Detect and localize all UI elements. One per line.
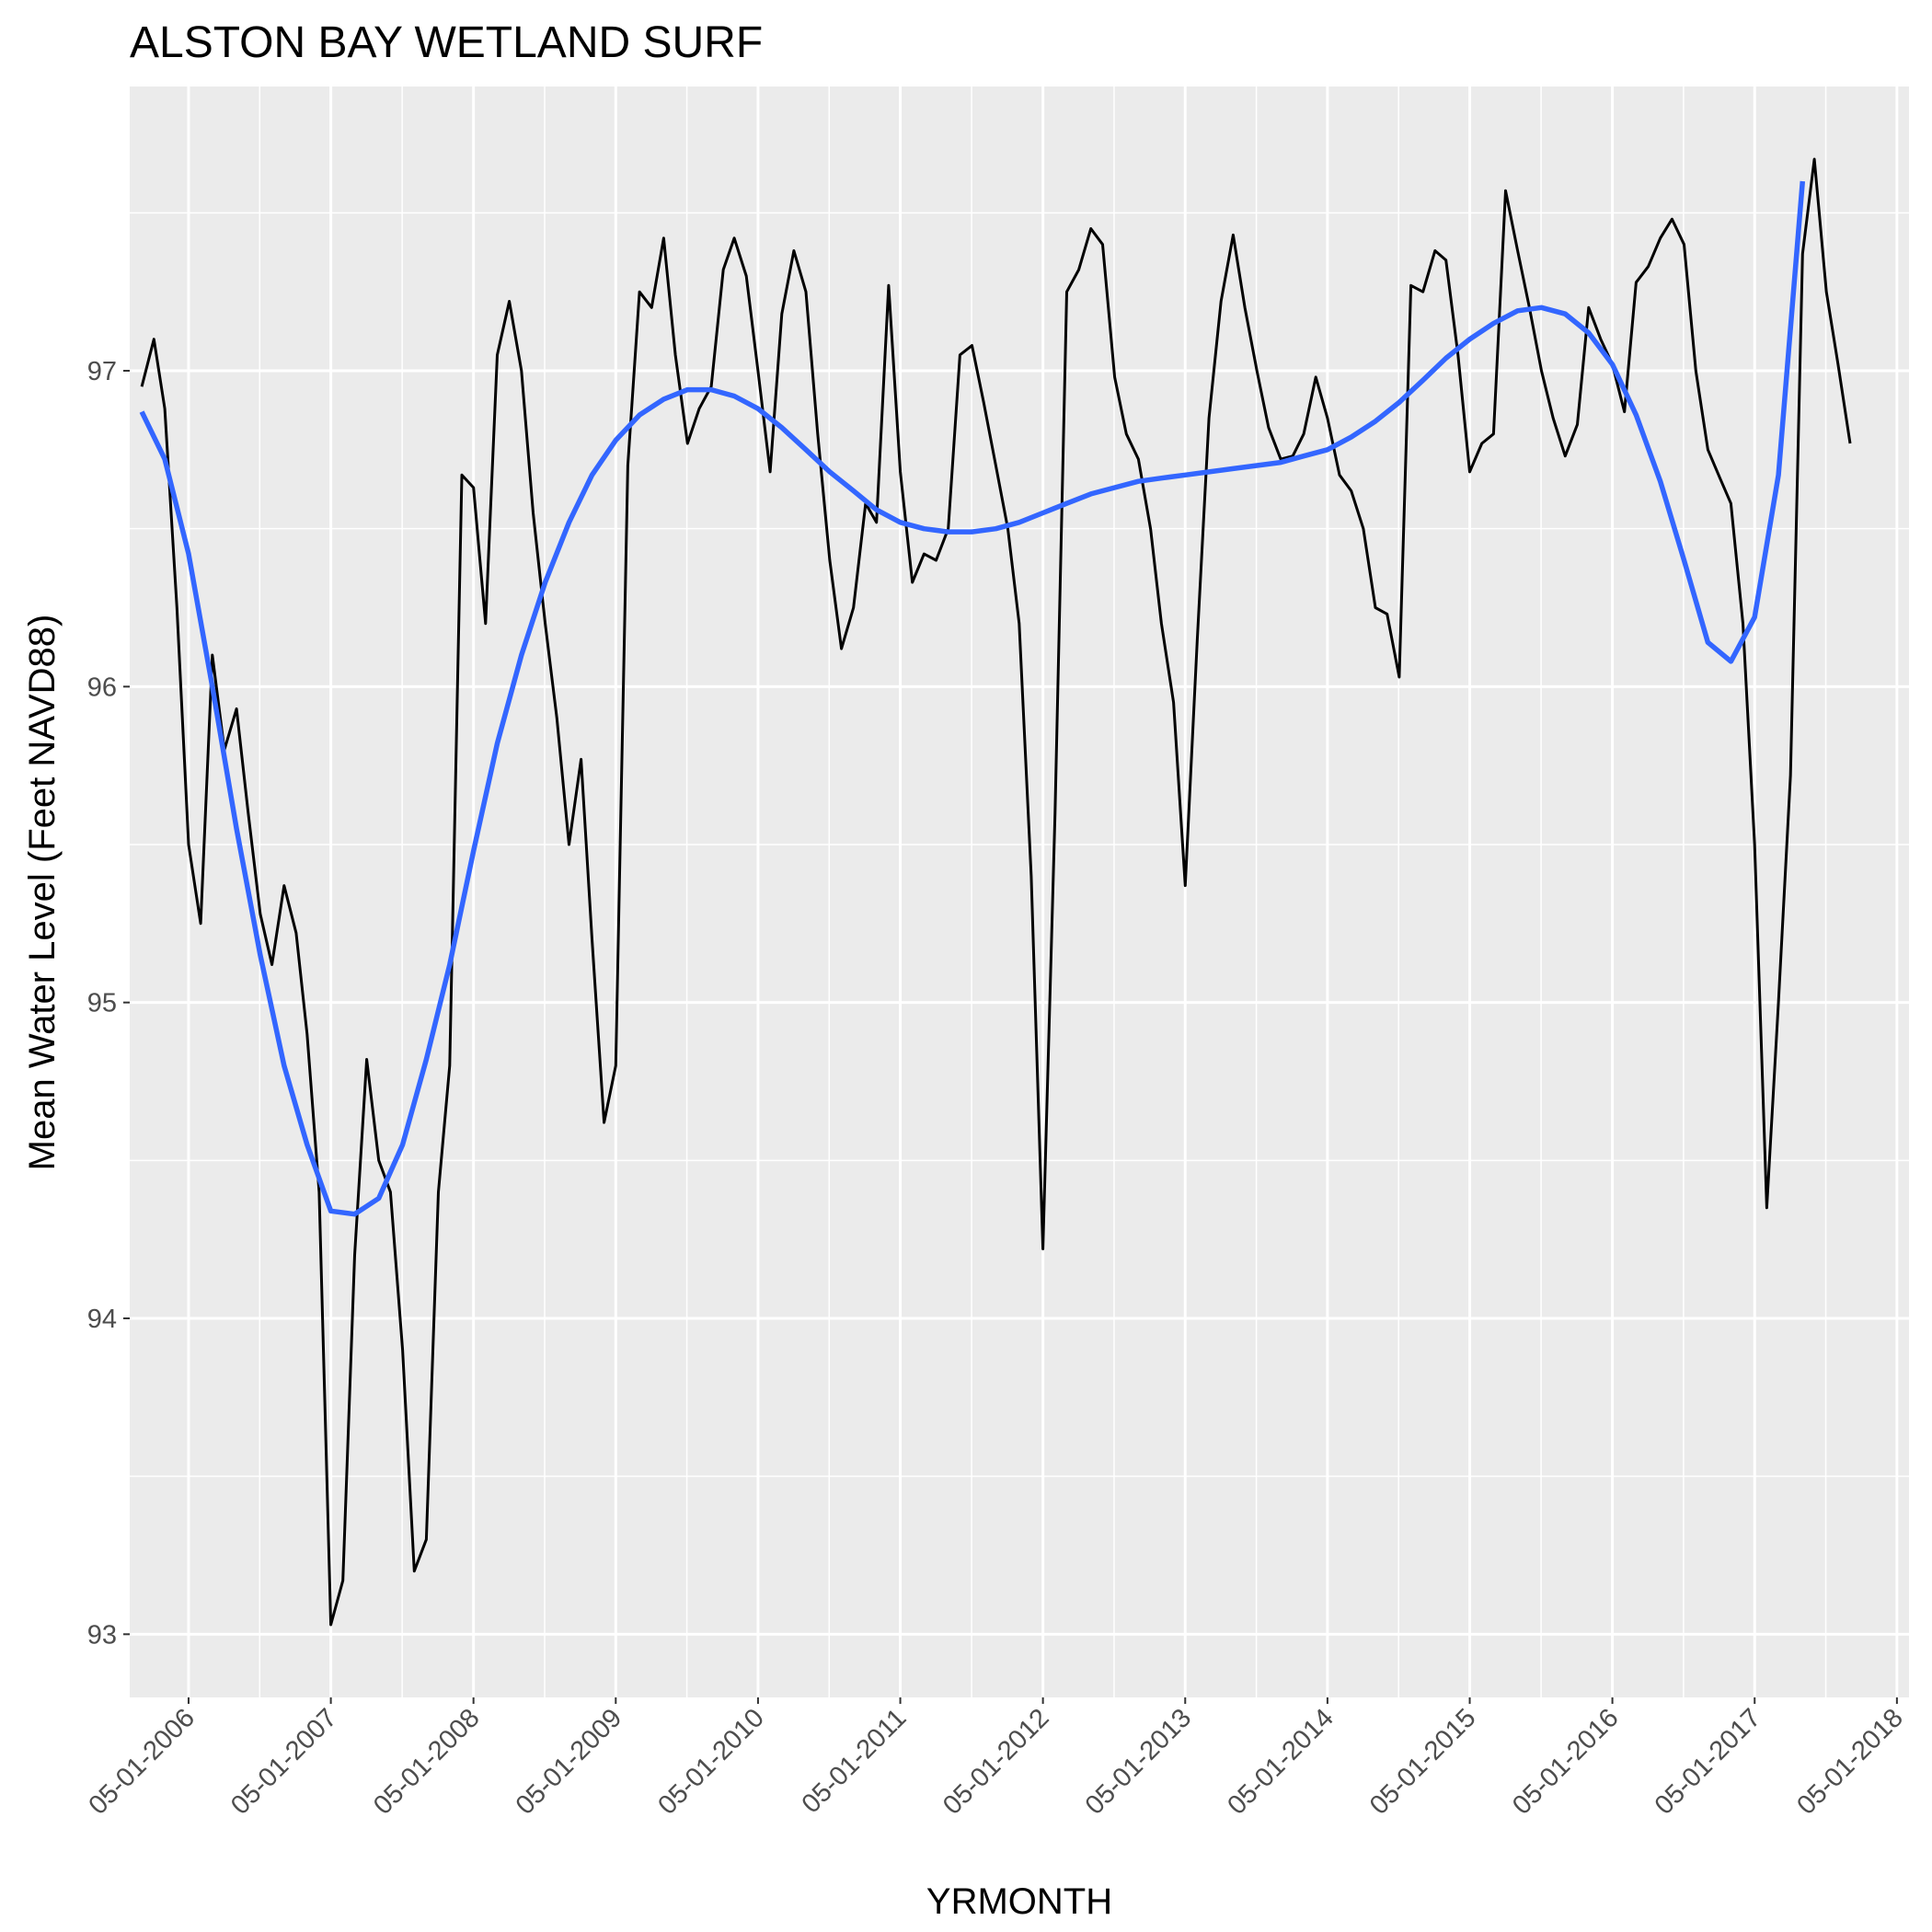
x-tick-label: 05-01-2006 — [83, 1703, 201, 1821]
y-tick-label: 97 — [87, 357, 117, 386]
x-tick-label: 05-01-2009 — [511, 1703, 628, 1821]
x-tick-label: 05-01-2008 — [368, 1703, 486, 1821]
x-tick-label: 05-01-2015 — [1364, 1703, 1482, 1821]
plot-panel — [130, 86, 1909, 1697]
smooth-trend-line — [139, 180, 1806, 1217]
y-axis: 93 94 95 96 97 — [87, 357, 130, 1650]
x-axis: 05-01-2006 05-01-2007 05-01-2008 05-01-2009… — [83, 1697, 1909, 1821]
x-tick-label: 05-01-2010 — [652, 1703, 770, 1821]
y-tick-label: 96 — [87, 673, 117, 702]
x-tick-label: 05-01-2013 — [1080, 1703, 1198, 1821]
water-level-line — [140, 157, 1852, 1627]
y-tick-label: 93 — [87, 1620, 117, 1650]
x-tick-label: 05-01-2011 — [797, 1703, 913, 1819]
grid-minor — [130, 86, 1909, 1697]
x-tick-label: 05-01-2014 — [1222, 1703, 1340, 1821]
x-tick-label: 05-01-2012 — [937, 1703, 1055, 1821]
x-axis-title: YRMONTH — [926, 1881, 1112, 1922]
grid-major — [130, 86, 1909, 1697]
y-tick-label: 94 — [87, 1305, 117, 1334]
y-tick-label: 95 — [87, 989, 117, 1018]
x-tick-label: 05-01-2017 — [1650, 1703, 1767, 1821]
x-tick-label: 05-01-2016 — [1507, 1703, 1625, 1821]
x-tick-label: 05-01-2007 — [225, 1703, 343, 1821]
chart-title: ALSTON BAY WETLAND SURF — [130, 18, 763, 67]
x-tick-label: 05-01-2018 — [1791, 1703, 1909, 1821]
y-axis-title: Mean Water Level (Feet NAVD88) — [22, 615, 63, 1171]
series-layer — [139, 157, 1852, 1627]
